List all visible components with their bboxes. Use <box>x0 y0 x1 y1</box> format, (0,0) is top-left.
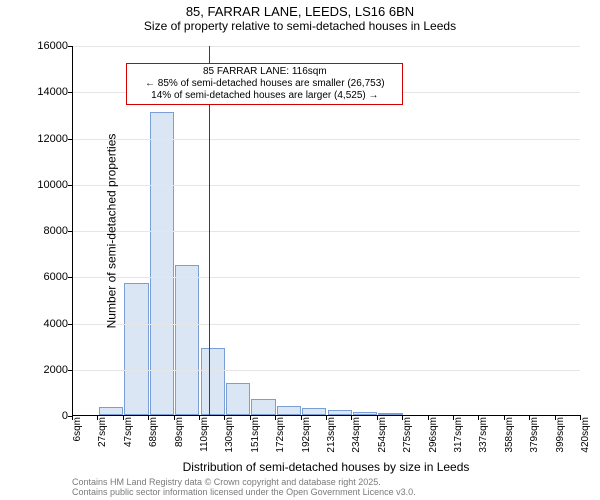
ytick-label: 14000 <box>24 86 68 98</box>
ytick-mark <box>68 277 73 278</box>
gridline-h <box>73 46 580 47</box>
histogram-bar <box>251 399 275 415</box>
ytick-label: 2000 <box>24 364 68 376</box>
ytick-mark <box>68 231 73 232</box>
x-axis-label: Distribution of semi-detached houses by … <box>72 460 580 474</box>
histogram-bar <box>353 412 377 415</box>
ytick-mark <box>68 92 73 93</box>
histogram-bar <box>328 410 352 415</box>
credits: Contains HM Land Registry data © Crown c… <box>72 478 416 498</box>
ytick-label: 8000 <box>24 225 68 237</box>
title-block: 85, FARRAR LANE, LEEDS, LS16 6BN Size of… <box>0 0 600 33</box>
histogram-bar <box>99 407 123 415</box>
credits-line2: Contains public sector information licen… <box>72 488 416 498</box>
ytick-mark <box>68 324 73 325</box>
annotation-line: 14% of semi-detached houses are larger (… <box>131 90 398 102</box>
ytick-mark <box>68 370 73 371</box>
ytick-label: 16000 <box>24 40 68 52</box>
annotation-line: 85 FARRAR LANE: 116sqm <box>131 66 398 78</box>
gridline-h <box>73 324 580 325</box>
gridline-h <box>73 139 580 140</box>
histogram-bar <box>302 408 326 415</box>
annotation-line: ← 85% of semi-detached houses are smalle… <box>131 78 398 90</box>
ytick-label: 0 <box>24 410 68 422</box>
gridline-h <box>73 185 580 186</box>
title-line1: 85, FARRAR LANE, LEEDS, LS16 6BN <box>0 4 600 19</box>
ytick-label: 12000 <box>24 133 68 145</box>
ytick-label: 10000 <box>24 179 68 191</box>
gridline-h <box>73 370 580 371</box>
y-axis-label: Number of semi-detached properties <box>104 134 118 329</box>
histogram-bar <box>226 383 250 415</box>
histogram-bar <box>124 283 148 415</box>
histogram-chart: 85 FARRAR LANE: 116sqm← 85% of semi-deta… <box>72 46 580 416</box>
ytick-mark <box>68 139 73 140</box>
ytick-label: 4000 <box>24 318 68 330</box>
annotation-box: 85 FARRAR LANE: 116sqm← 85% of semi-deta… <box>126 63 403 105</box>
histogram-bar <box>378 413 402 415</box>
gridline-h <box>73 231 580 232</box>
ytick-label: 6000 <box>24 271 68 283</box>
ytick-mark <box>68 46 73 47</box>
plot-area: 85 FARRAR LANE: 116sqm← 85% of semi-deta… <box>72 46 580 416</box>
ytick-mark <box>68 185 73 186</box>
title-line2: Size of property relative to semi-detach… <box>0 19 600 33</box>
histogram-bar <box>175 265 199 415</box>
gridline-h <box>73 277 580 278</box>
histogram-bar <box>277 406 301 415</box>
histogram-bar <box>201 348 225 415</box>
